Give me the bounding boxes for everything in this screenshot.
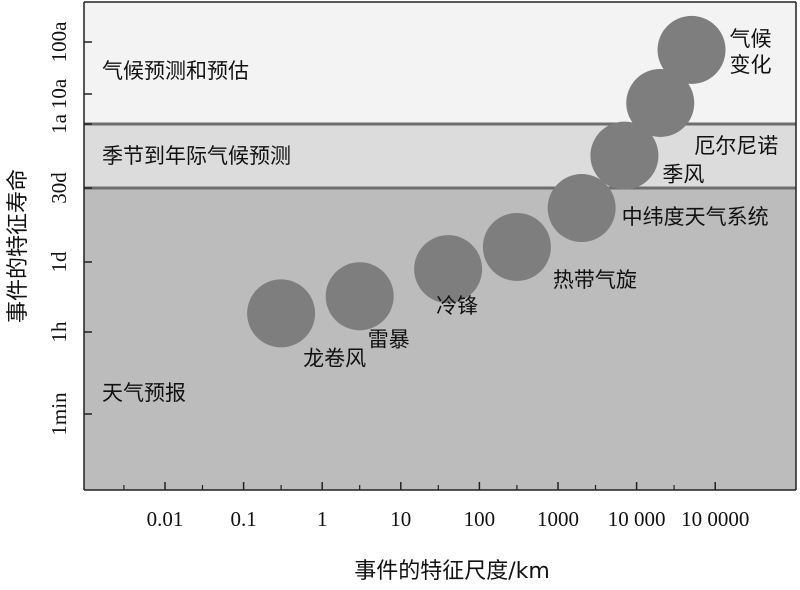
x-tick-label-1: 0.1 — [230, 507, 256, 531]
event-label-1: 雷暴 — [368, 327, 410, 351]
bubble-0 — [247, 279, 316, 348]
bubble-2 — [414, 235, 483, 304]
bubble-7 — [657, 15, 726, 84]
x-tick-label-3: 10 — [390, 507, 411, 531]
event-label-0: 龙卷风 — [303, 346, 366, 370]
x-tick-label-5: 1000 — [537, 507, 579, 531]
axes-layer: 0.01 0.1 1 10 100 1000 10 000 10 0000 1min 1h 1d 30… — [6, 1, 797, 584]
x-tick-label-0: 0.01 — [147, 507, 184, 531]
points-layer — [247, 15, 726, 348]
band-label-2: 气候预测和预估 — [102, 59, 249, 83]
event-label-6: 厄尔尼诺 — [694, 134, 778, 158]
band-label-0: 天气预报 — [102, 381, 186, 405]
event-label-line: 冷锋 — [436, 294, 478, 318]
bubble-5 — [590, 121, 659, 190]
band-1 — [84, 124, 796, 188]
event-label-line: 热带气旋 — [553, 268, 637, 292]
event-label-line: 龙卷风 — [303, 346, 366, 370]
band-0 — [84, 188, 796, 490]
event-label-3: 热带气旋 — [553, 268, 637, 292]
event-label-line: 雷暴 — [368, 327, 410, 351]
y-tick-label-3: 30d — [47, 172, 71, 204]
event-label-line: 气候 — [730, 27, 772, 51]
y-tick-label-0: 1min — [47, 392, 71, 436]
x-axis-title: 事件的特征尺度/km — [354, 559, 550, 584]
y-tick-label-4: 1a — [47, 113, 71, 134]
event-label-2: 冷锋 — [436, 294, 478, 318]
event-label-4: 中纬度天气系统 — [622, 205, 769, 229]
bubble-3 — [482, 212, 551, 281]
event-label-line: 中纬度天气系统 — [622, 205, 769, 229]
event-label-line: 厄尔尼诺 — [694, 134, 778, 158]
x-tick-label-7: 10 0000 — [681, 507, 749, 531]
x-tick-label-2: 1 — [317, 507, 328, 531]
y-tick-label-1: 1h — [47, 321, 71, 343]
y-tick-label-2: 1d — [47, 251, 71, 273]
bubble-6 — [626, 68, 695, 137]
bubble-1 — [325, 262, 394, 331]
band-label-1: 季节到年际气候预测 — [102, 144, 291, 168]
y-tick-label-5: 10a — [47, 78, 71, 109]
x-tick-label-4: 100 — [464, 507, 496, 531]
event-label-line: 变化 — [730, 53, 772, 77]
y-tick-label-6: 100a — [47, 21, 71, 63]
event-label-line: 季风 — [662, 163, 704, 187]
y-axis-title: 事件的特征寿命 — [6, 169, 31, 323]
bubble-4 — [547, 174, 616, 243]
x-tick-label-6: 10 000 — [608, 507, 666, 531]
event-label-5: 季风 — [662, 163, 704, 187]
event-label-7: 气候变化 — [730, 27, 772, 77]
